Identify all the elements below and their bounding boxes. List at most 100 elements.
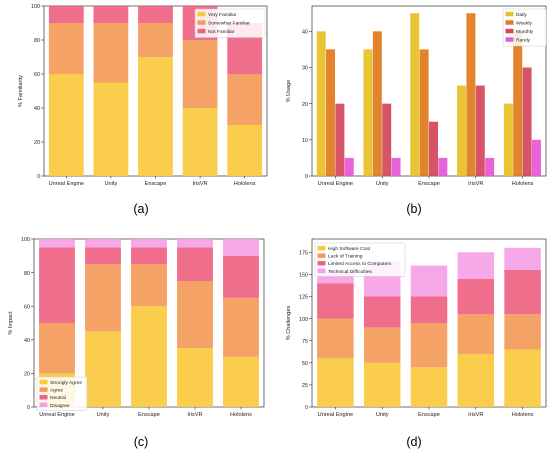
x-tick-label: Unreal Engine bbox=[318, 412, 353, 418]
bar-segment bbox=[39, 247, 75, 323]
bar bbox=[410, 13, 420, 177]
bar-segment bbox=[85, 331, 121, 407]
legend: Very Familiar Somewhat Familiar Not Famili… bbox=[194, 8, 266, 38]
y-tick-label: 40 bbox=[34, 106, 40, 112]
bar-segment bbox=[317, 358, 354, 407]
x-tick-label: IrisVR bbox=[468, 412, 483, 418]
chart-panel-3: 0 20 40 60 80 100 % Impact Unreal Engine Unity En… bbox=[8, 237, 265, 449]
bar bbox=[391, 157, 401, 176]
bar-segment bbox=[457, 252, 495, 279]
bar-segment bbox=[131, 306, 167, 407]
legend-label: High Software Cost bbox=[328, 246, 371, 252]
legend-swatch bbox=[317, 245, 326, 251]
bar-segment bbox=[504, 349, 541, 407]
y-tick-label: 10 bbox=[302, 138, 308, 144]
bar-segment bbox=[504, 269, 541, 315]
bar-segment bbox=[182, 108, 218, 176]
bar bbox=[466, 13, 476, 177]
bar-segment bbox=[317, 318, 354, 359]
legend: Daily Weekly Monthly Rarely bbox=[502, 8, 547, 47]
legend-swatch bbox=[197, 28, 206, 34]
bar-segment bbox=[85, 264, 121, 332]
bar-segment bbox=[93, 82, 129, 176]
bar bbox=[363, 49, 373, 177]
bar-segment bbox=[138, 6, 173, 23]
bar-segment bbox=[317, 283, 354, 319]
y-tick-label: 100 bbox=[21, 237, 30, 243]
bar-segment bbox=[457, 314, 495, 354]
legend-label: Rarely bbox=[516, 38, 531, 44]
legend-swatch bbox=[197, 20, 206, 25]
bar-segment bbox=[48, 23, 84, 74]
x-tick-label: Enscape bbox=[145, 181, 167, 187]
legend-swatch bbox=[505, 28, 514, 34]
x-tick-label: Unreal Engine bbox=[318, 181, 353, 187]
legend-label: Not Familiar bbox=[208, 29, 235, 35]
legend-swatch bbox=[39, 395, 48, 400]
y-tick-label: 60 bbox=[24, 304, 30, 310]
x-tick-label: Hololens bbox=[512, 181, 534, 187]
bar bbox=[503, 103, 513, 176]
legend-swatch bbox=[505, 11, 514, 17]
y-tick-label: 75 bbox=[302, 339, 308, 345]
bar bbox=[382, 103, 392, 176]
y-tick-label: 175 bbox=[299, 250, 308, 256]
y-tick-label: 150 bbox=[299, 273, 308, 279]
bar bbox=[531, 139, 541, 176]
bar-segment bbox=[48, 74, 84, 176]
y-tick-label: 20 bbox=[302, 102, 308, 108]
bar-segment bbox=[48, 6, 84, 23]
bar-segment bbox=[131, 247, 167, 265]
x-tick-label: Unreal Engine bbox=[49, 181, 84, 187]
legend-swatch bbox=[39, 402, 48, 408]
legend-label: Limited Access to Computers bbox=[328, 261, 392, 267]
y-tick-label: 80 bbox=[34, 38, 40, 44]
bar-segment bbox=[177, 348, 213, 407]
bar-segment bbox=[39, 323, 75, 374]
x-tick-label: Unity bbox=[105, 181, 118, 187]
x-tick-label: Enscape bbox=[138, 412, 160, 418]
legend-box bbox=[314, 242, 406, 277]
y-axis-label: % Challenges bbox=[286, 306, 292, 341]
bar-segment bbox=[223, 356, 259, 407]
bar-segment bbox=[504, 314, 541, 350]
x-tick-label: IrisVR bbox=[187, 412, 202, 418]
y-axis-label: % Usage bbox=[286, 80, 292, 103]
bar-segment bbox=[223, 297, 259, 357]
x-tick-label: Unity bbox=[376, 412, 389, 418]
legend-swatch bbox=[505, 37, 514, 42]
y-tick-label: 40 bbox=[24, 338, 30, 344]
legend: High Software Cost Lack of TrainingLimite… bbox=[314, 242, 406, 277]
y-axis-label: % Familiarity bbox=[18, 75, 24, 107]
x-tick-label: Hololens bbox=[230, 412, 252, 418]
legend-label: Agree bbox=[50, 388, 63, 394]
bar-segment bbox=[177, 281, 213, 349]
legend-label: Very Familiar bbox=[208, 12, 237, 18]
x-tick-label: IrisVR bbox=[192, 181, 207, 187]
bar-segment bbox=[177, 247, 213, 281]
bar-segment bbox=[410, 265, 448, 297]
legend-swatch bbox=[505, 20, 514, 25]
bar-segment bbox=[223, 255, 259, 298]
x-tick-label: Unity bbox=[376, 181, 389, 187]
bar-segment bbox=[182, 40, 218, 108]
y-tick-label: 100 bbox=[31, 4, 40, 10]
bar-segment bbox=[457, 278, 495, 315]
legend-label: Lack of Training bbox=[328, 254, 363, 260]
legend-label: Weekly bbox=[516, 21, 532, 27]
bar-segment bbox=[504, 247, 541, 270]
bar-segment bbox=[457, 353, 495, 407]
y-tick-label: 30 bbox=[302, 66, 308, 72]
bar-segment bbox=[227, 74, 263, 125]
x-tick-label: Enscape bbox=[418, 181, 440, 187]
y-tick-label: 25 bbox=[302, 383, 308, 389]
legend-label: Strongly Agree bbox=[50, 380, 82, 386]
y-tick-label: 20 bbox=[34, 140, 40, 146]
bar bbox=[326, 49, 336, 177]
bar bbox=[485, 157, 495, 176]
bar bbox=[344, 157, 354, 176]
y-tick-label: 60 bbox=[34, 72, 40, 78]
bar bbox=[335, 103, 345, 176]
bar-segment bbox=[410, 323, 448, 368]
